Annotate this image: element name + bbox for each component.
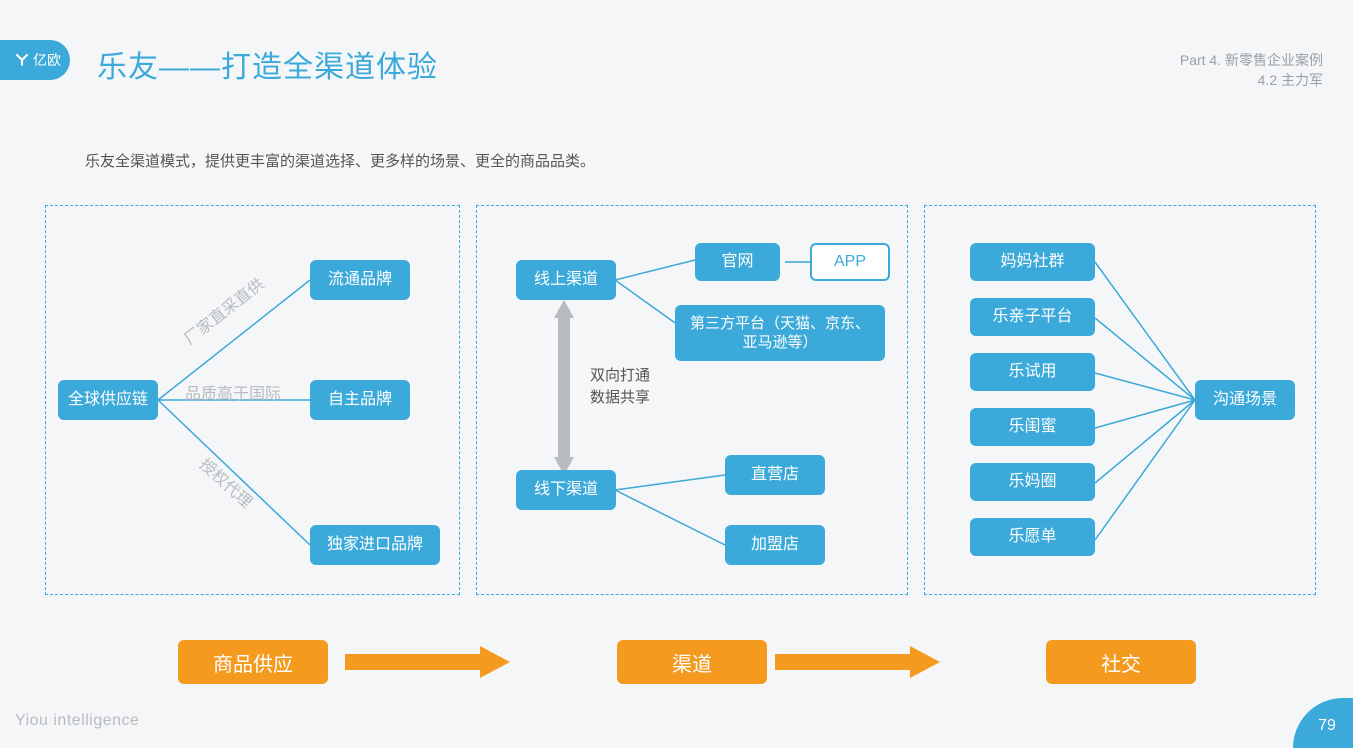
node-direct-store: 直营店 xyxy=(725,455,825,495)
node-social-1: 乐亲子平台 xyxy=(970,298,1095,336)
node-franchise: 加盟店 xyxy=(725,525,825,565)
node-offline: 线下渠道 xyxy=(516,470,616,510)
node-supply-root: 全球供应链 xyxy=(58,380,158,420)
node-social-0: 妈妈社群 xyxy=(970,243,1095,281)
footer-brand: Yiou intelligence xyxy=(15,712,139,730)
category-social: 社交 xyxy=(1046,640,1196,684)
brand-badge: 亿欧 xyxy=(0,40,70,80)
page-number: 79 xyxy=(1318,717,1336,735)
label-bidirectional: 双向打通 数据共享 xyxy=(580,365,660,409)
breadcrumb: Part 4. 新零售企业案例 4.2 主力军 xyxy=(1180,50,1323,90)
node-scenario: 沟通场景 xyxy=(1195,380,1295,420)
node-online: 线上渠道 xyxy=(516,260,616,300)
node-social-2: 乐试用 xyxy=(970,353,1095,391)
breadcrumb-section: 4.2 主力军 xyxy=(1180,70,1323,90)
category-channel: 渠道 xyxy=(617,640,767,684)
page-title: 乐友——打造全渠道体验 xyxy=(97,42,438,86)
node-brand-2: 自主品牌 xyxy=(310,380,410,420)
node-social-4: 乐妈圈 xyxy=(970,463,1095,501)
node-brand-3: 独家进口品牌 xyxy=(310,525,440,565)
node-social-3: 乐闺蜜 xyxy=(970,408,1095,446)
edge-label-2: 品质高于国际 xyxy=(185,380,281,404)
category-supply: 商品供应 xyxy=(178,640,328,684)
brand-y-icon xyxy=(15,53,29,67)
node-app: APP xyxy=(810,243,890,281)
node-social-5: 乐愿单 xyxy=(970,518,1095,556)
node-brand-1: 流通品牌 xyxy=(310,260,410,300)
subtitle: 乐友全渠道模式，提供更丰富的渠道选择、更多样的场景、更全的商品品类。 xyxy=(85,150,595,171)
page-number-badge: 79 xyxy=(1293,698,1353,748)
node-thirdparty: 第三方平台（天猫、京东、亚马逊等） xyxy=(675,305,885,361)
breadcrumb-part: Part 4. 新零售企业案例 xyxy=(1180,50,1323,70)
brand-text: 亿欧 xyxy=(33,50,61,70)
node-website: 官网 xyxy=(695,243,780,281)
